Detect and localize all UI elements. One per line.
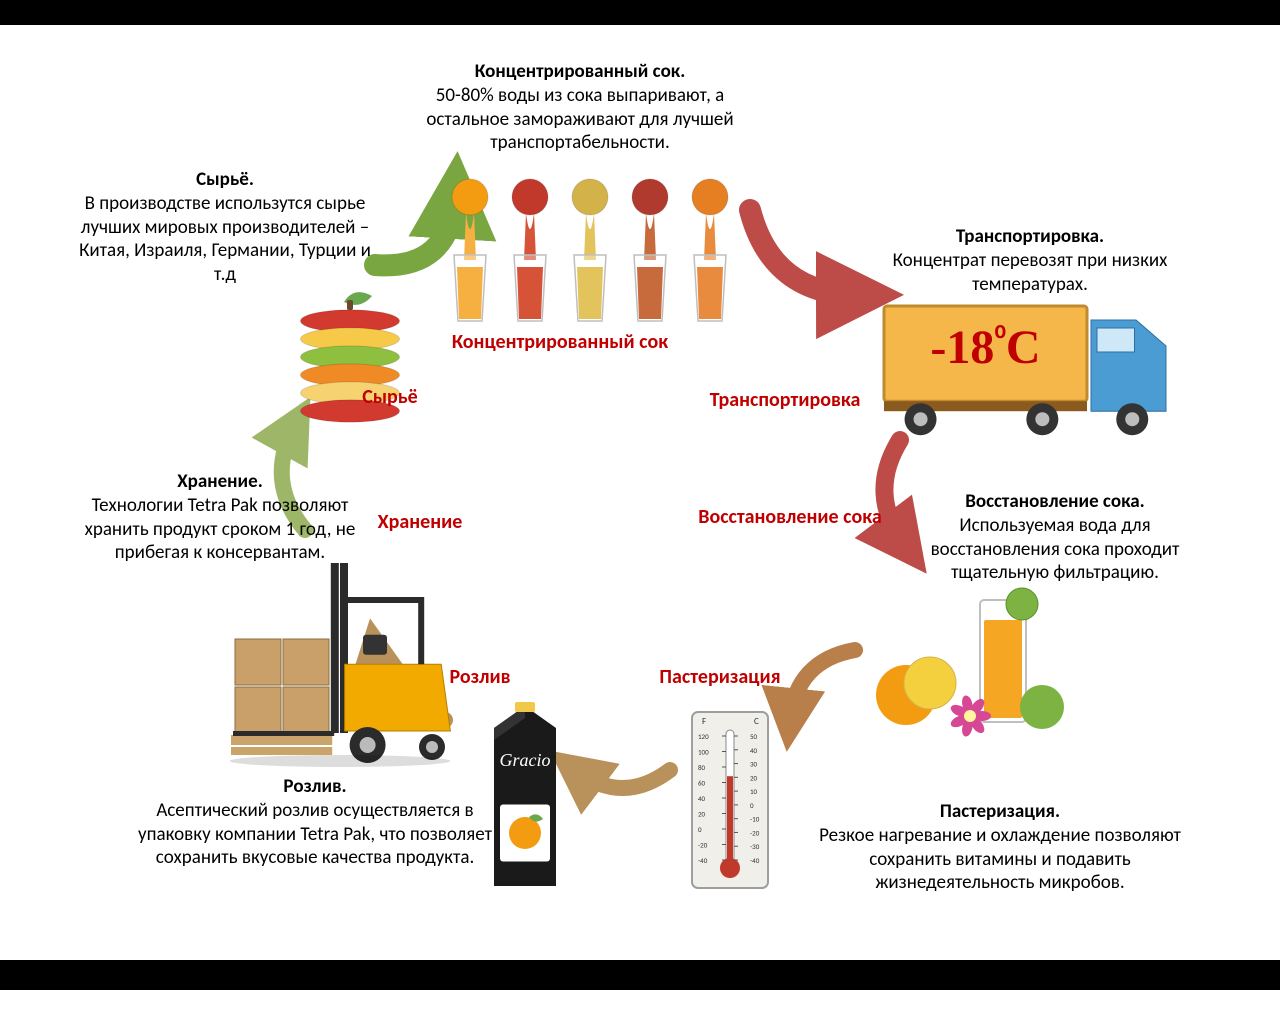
svg-text:40: 40 — [750, 746, 758, 755]
svg-text:-30: -30 — [750, 842, 760, 851]
juice-glasses-icon — [440, 175, 740, 325]
desc-conc: Концентрированный сок.50-80% воды из сок… — [400, 60, 760, 155]
infographic-canvas: -18⁰С FC120100806040200-20-4050403020100… — [0, 0, 1280, 1024]
svg-text:30: 30 — [750, 760, 758, 769]
desc-rest: Восстановление сока.Используемая вода дл… — [910, 490, 1200, 585]
desc-title-rest: Восстановление сока. — [965, 490, 1144, 513]
desc-title-raw: Сырьё. — [196, 168, 254, 191]
arrow-trans-rest — [884, 440, 905, 545]
desc-title-conc: Концентрированный сок. — [475, 60, 686, 83]
svg-text:60: 60 — [698, 779, 706, 788]
svg-text:10: 10 — [750, 787, 758, 796]
label-rest: Восстановление сока — [690, 505, 890, 529]
restored-juice-icon — [870, 590, 1070, 740]
desc-trans: Транспортировка.Концентрат перевозят при… — [880, 225, 1180, 296]
desc-body-rest: Используемая вода для восстановления сок… — [931, 514, 1180, 585]
svg-text:-20: -20 — [698, 841, 708, 850]
svg-text:0: 0 — [750, 801, 754, 810]
svg-text:-40: -40 — [750, 856, 760, 865]
svg-text:80: 80 — [698, 763, 706, 772]
truck-temperature: -18⁰С — [898, 320, 1073, 375]
desc-store: Хранение.Технологии Tetra Pak позволяют … — [70, 470, 370, 565]
desc-title-past: Пастеризация. — [940, 800, 1060, 823]
truck-temp-unit: ⁰ — [994, 322, 1006, 354]
desc-body-trans: Концентрат перевозят при низких температ… — [893, 249, 1168, 296]
desc-body-fill: Асептический розлив осуществляется в упа… — [138, 799, 492, 870]
svg-text:20: 20 — [750, 773, 758, 782]
thermometer-icon: FC120100806040200-20-4050403020100-10-20… — [690, 710, 770, 890]
truck-temp-c: С — [1006, 321, 1041, 374]
desc-body-raw: В производстве использутся сырье лучших … — [79, 192, 371, 286]
label-past: Пастеризация — [630, 665, 810, 689]
svg-text:C: C — [754, 716, 759, 727]
svg-text:120: 120 — [698, 732, 709, 741]
desc-raw: Сырьё.В производстве использутся сырье л… — [75, 168, 375, 287]
svg-text:Gracio: Gracio — [500, 750, 551, 770]
desc-past: Пастеризация.Резкое нагревание и охлажде… — [815, 800, 1185, 895]
arrow-past-fill — [575, 770, 670, 788]
desc-body-conc: 50-80% воды из сока выпаривают, а осталь… — [426, 84, 733, 155]
juice-carton-icon: Gracio — [490, 700, 560, 890]
svg-text:40: 40 — [698, 794, 706, 803]
desc-title-store: Хранение. — [177, 470, 263, 493]
label-store: Хранение — [350, 510, 490, 534]
label-raw: Сырьё — [330, 385, 450, 409]
svg-text:-10: -10 — [750, 815, 760, 824]
arrow-conc-trans — [750, 210, 860, 295]
truck-temp-value: -18 — [930, 321, 994, 374]
desc-title-trans: Транспортировка. — [956, 225, 1104, 248]
label-fill: Розлив — [420, 665, 540, 689]
svg-text:-40: -40 — [698, 856, 708, 865]
desc-body-store: Технологии Tetra Pak позволяют хранить п… — [85, 494, 356, 565]
label-conc: Концентрированный сок — [430, 330, 690, 354]
svg-text:-20: -20 — [750, 828, 760, 837]
forklift-icon — [225, 555, 455, 765]
svg-text:50: 50 — [750, 732, 758, 741]
label-trans: Транспортировка — [680, 388, 890, 412]
desc-body-past: Резкое нагревание и охлаждение позволяют… — [819, 824, 1181, 895]
desc-title-fill: Розлив. — [283, 775, 346, 798]
desc-fill: Розлив.Асептический розлив осуществляетс… — [130, 775, 500, 870]
svg-text:20: 20 — [698, 810, 706, 819]
svg-text:0: 0 — [698, 825, 702, 834]
svg-text:F: F — [702, 716, 706, 727]
svg-text:100: 100 — [698, 748, 709, 757]
